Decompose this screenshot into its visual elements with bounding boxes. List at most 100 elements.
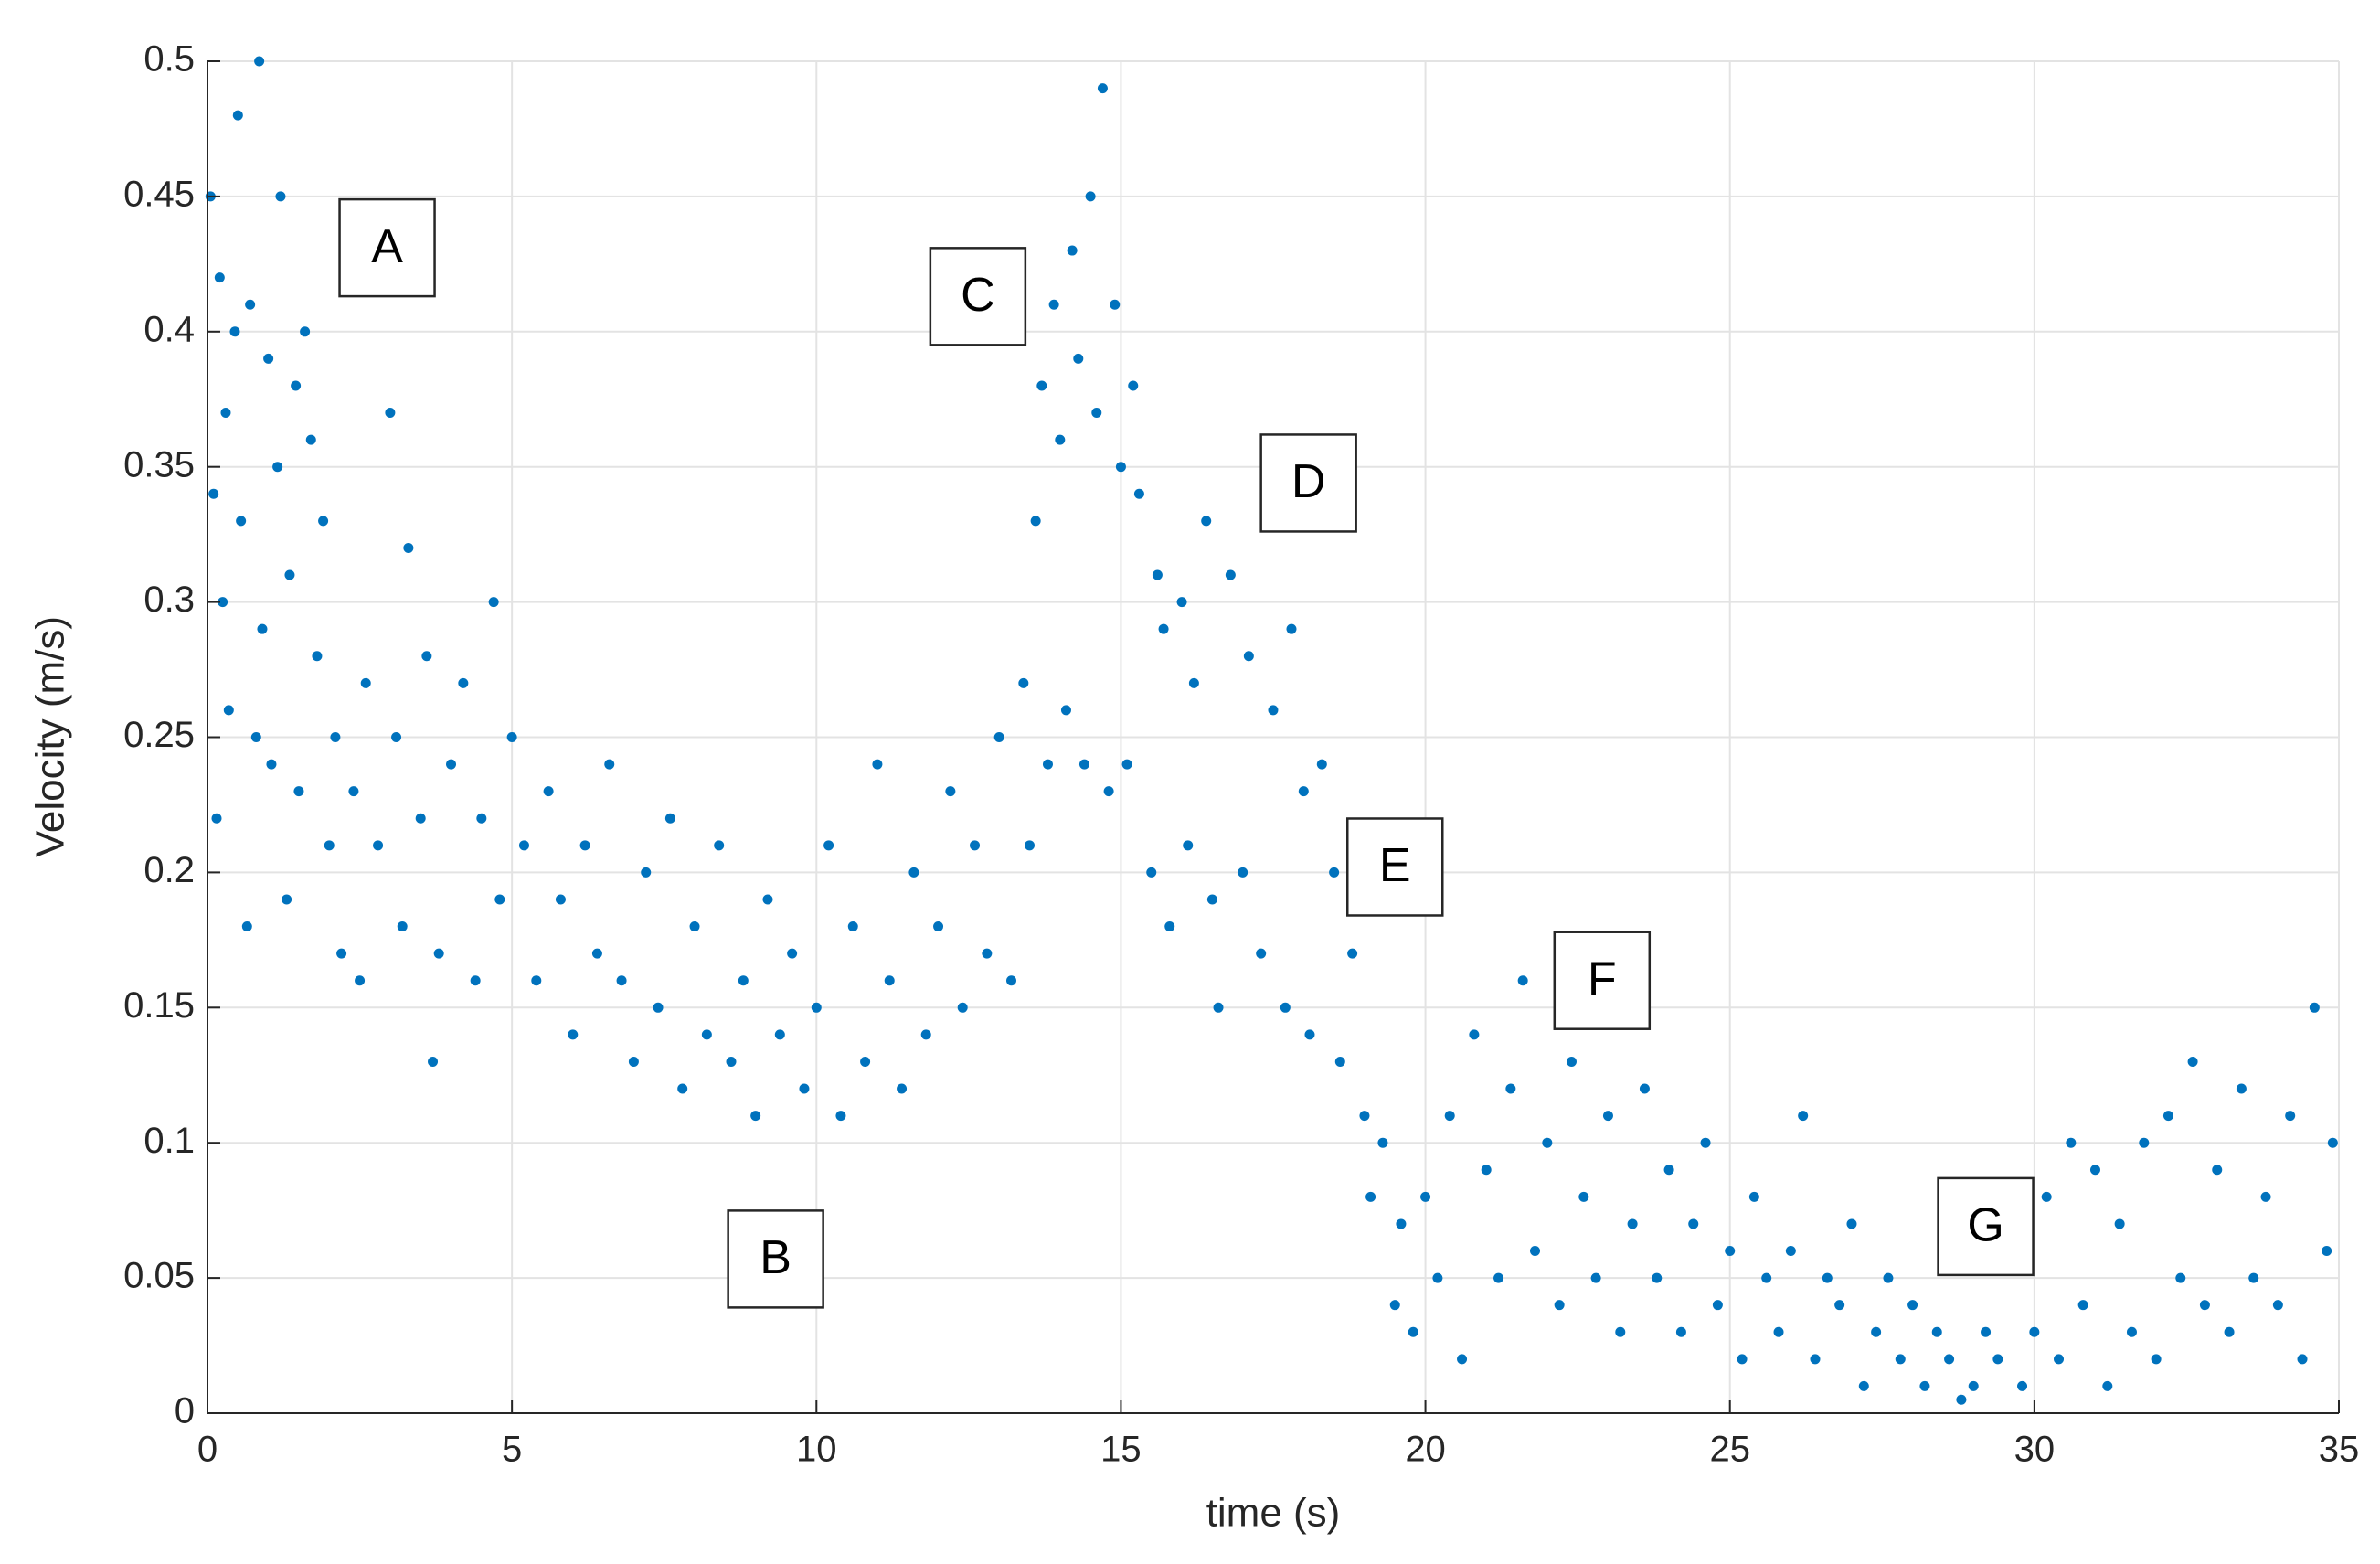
x-tick-label: 10 bbox=[796, 1430, 837, 1470]
point bbox=[494, 894, 505, 905]
point bbox=[1505, 1083, 1516, 1094]
x-tick-label: 25 bbox=[1709, 1430, 1750, 1470]
point bbox=[1590, 1272, 1601, 1283]
point bbox=[1773, 1326, 1784, 1337]
annotation-box bbox=[1346, 817, 1444, 917]
point bbox=[348, 786, 359, 797]
point bbox=[220, 408, 231, 419]
point bbox=[714, 840, 725, 851]
point bbox=[433, 948, 444, 959]
point bbox=[1018, 677, 1029, 688]
point bbox=[1073, 353, 1084, 364]
point bbox=[945, 786, 956, 797]
x-tick-label: 15 bbox=[1100, 1430, 1142, 1470]
point bbox=[1110, 299, 1121, 310]
point bbox=[787, 948, 798, 959]
point bbox=[1639, 1083, 1650, 1094]
point bbox=[1420, 1191, 1431, 1202]
point bbox=[1956, 1394, 1967, 1405]
point bbox=[835, 1111, 846, 1122]
point bbox=[2114, 1218, 2125, 1229]
y-tick-label: 0.3 bbox=[143, 580, 195, 620]
point bbox=[1712, 1300, 1723, 1311]
point bbox=[1048, 299, 1059, 310]
point bbox=[518, 840, 529, 851]
annotation-box bbox=[1553, 931, 1652, 1030]
annotation-box bbox=[338, 197, 436, 298]
point bbox=[811, 1002, 822, 1013]
annotation-label: B bbox=[760, 1231, 792, 1284]
point bbox=[1036, 380, 1047, 391]
point bbox=[616, 975, 627, 986]
point bbox=[232, 110, 243, 121]
point bbox=[774, 1029, 785, 1040]
point bbox=[360, 677, 371, 688]
point bbox=[236, 516, 247, 527]
point bbox=[1206, 894, 1217, 905]
point bbox=[897, 1083, 908, 1094]
point bbox=[2285, 1111, 2296, 1122]
point bbox=[1097, 83, 1108, 94]
point bbox=[860, 1056, 871, 1067]
y-tick-label: 0.35 bbox=[123, 444, 195, 484]
point bbox=[1931, 1326, 1942, 1337]
point bbox=[1578, 1191, 1589, 1202]
point bbox=[579, 840, 590, 851]
point bbox=[664, 813, 675, 824]
point bbox=[1602, 1111, 1613, 1122]
annotation-label: F bbox=[1588, 952, 1617, 1005]
marks-layer bbox=[205, 56, 2338, 1405]
y-tick-label: 0.45 bbox=[123, 174, 195, 214]
point bbox=[1981, 1326, 1992, 1337]
point bbox=[1895, 1354, 1906, 1365]
point bbox=[1530, 1246, 1541, 1257]
point bbox=[726, 1056, 737, 1067]
point bbox=[1347, 948, 1358, 959]
point bbox=[330, 732, 341, 742]
point bbox=[1542, 1137, 1553, 1148]
point bbox=[1688, 1218, 1699, 1229]
point bbox=[2175, 1272, 2186, 1283]
annotation-label: A bbox=[371, 220, 403, 273]
point bbox=[1481, 1165, 1492, 1176]
point bbox=[1024, 840, 1035, 851]
point bbox=[223, 705, 234, 716]
point bbox=[1365, 1191, 1376, 1202]
point bbox=[1078, 759, 1089, 770]
point bbox=[1748, 1191, 1759, 1202]
point bbox=[1469, 1029, 1480, 1040]
point bbox=[2309, 1002, 2320, 1013]
point bbox=[653, 1002, 664, 1013]
point bbox=[1359, 1111, 1370, 1122]
point bbox=[1304, 1029, 1315, 1040]
point bbox=[2248, 1272, 2259, 1283]
point bbox=[1846, 1218, 1857, 1229]
point bbox=[1042, 759, 1053, 770]
point bbox=[1334, 1056, 1345, 1067]
point bbox=[762, 894, 773, 905]
point bbox=[305, 434, 316, 445]
point bbox=[245, 299, 256, 310]
point bbox=[1883, 1272, 1894, 1283]
point bbox=[957, 1002, 968, 1013]
point bbox=[1115, 462, 1126, 473]
point bbox=[1907, 1300, 1918, 1311]
point bbox=[1158, 623, 1169, 634]
point bbox=[403, 542, 414, 553]
point bbox=[312, 651, 323, 662]
x-tick-label: 0 bbox=[197, 1430, 218, 1470]
point bbox=[250, 732, 261, 742]
point bbox=[397, 921, 408, 932]
point bbox=[1761, 1272, 1772, 1283]
annotation-label: D bbox=[1291, 455, 1326, 508]
point bbox=[1517, 975, 1528, 986]
point bbox=[1152, 569, 1163, 580]
point bbox=[1030, 516, 1041, 527]
y-tick-label: 0.25 bbox=[123, 715, 195, 755]
point bbox=[1268, 705, 1279, 716]
point bbox=[241, 921, 252, 932]
point bbox=[272, 462, 283, 473]
point bbox=[506, 732, 517, 742]
point bbox=[2054, 1354, 2065, 1365]
